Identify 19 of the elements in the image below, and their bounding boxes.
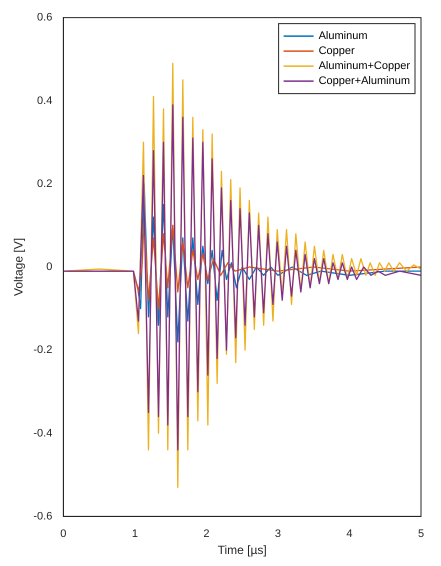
legend-label: Copper+Aluminum: [318, 75, 410, 88]
x-axis-title: Time [µs]: [218, 543, 267, 558]
y-axis-title: Voltage [V]: [12, 238, 26, 296]
legend-label: Aluminum: [318, 30, 368, 42]
x-tick-label: 0: [60, 528, 66, 540]
y-tick-label: 0.6: [37, 12, 52, 24]
x-tick-label: 1: [132, 528, 138, 540]
legend-label: Copper: [318, 45, 356, 58]
y-tick-label: -0.4: [33, 427, 52, 440]
y-tick-label: -0.6: [33, 510, 52, 522]
x-tick-label: 2: [203, 528, 210, 540]
legend-label: Aluminum+Copper: [318, 60, 410, 72]
x-tick-label: 3: [274, 528, 282, 540]
x-tick-label: 5: [418, 528, 424, 540]
y-tick-label: -0.2: [33, 344, 52, 356]
y-tick-label: 0.2: [37, 178, 52, 190]
x-tick-label: 4: [346, 528, 353, 540]
y-tick-label: 0: [46, 261, 52, 274]
y-tick-label: 0.4: [37, 94, 52, 107]
